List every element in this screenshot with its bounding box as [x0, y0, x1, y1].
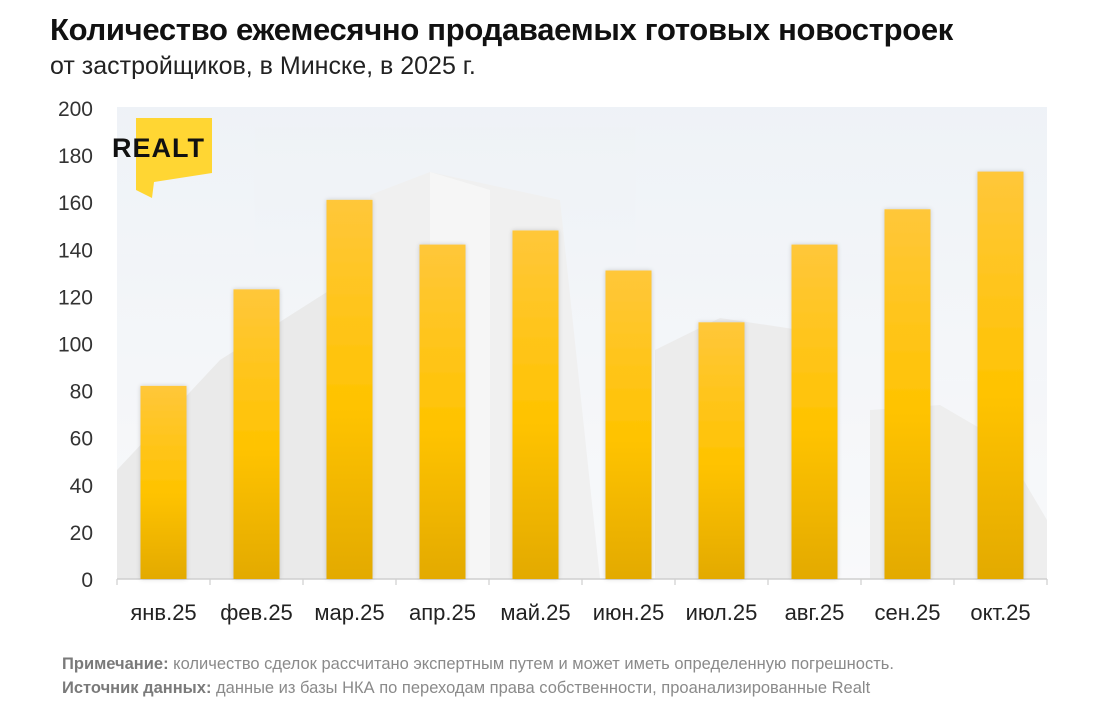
chart-title: Количество ежемесячно продаваемых готовы… — [50, 12, 954, 47]
y-tick-label: 20 — [70, 522, 93, 545]
bar — [140, 385, 187, 579]
x-tick-label: июн.25 — [593, 600, 665, 625]
bar — [977, 171, 1024, 579]
x-tick-label: окт.25 — [970, 600, 1030, 625]
chart-subtitle: от застройщиков, в Минске, в 2025 г. — [50, 52, 476, 80]
bar — [419, 244, 466, 579]
y-tick-label: 0 — [81, 569, 93, 592]
x-tick-label: янв.25 — [130, 600, 196, 625]
x-tick-label: май.25 — [500, 600, 570, 625]
y-tick-label: 180 — [58, 145, 93, 168]
y-tick-label: 80 — [70, 381, 93, 404]
x-tick-label: мар.25 — [314, 600, 384, 625]
bar — [326, 199, 373, 579]
bar — [233, 289, 280, 579]
y-tick-label: 200 — [58, 98, 93, 121]
y-tick-label: 100 — [58, 334, 93, 357]
source-label: Источник данных: — [62, 679, 212, 697]
note-text: количество сделок рассчитано экспертным … — [168, 655, 894, 673]
realt-logo — [136, 118, 212, 198]
y-tick-label: 40 — [70, 475, 93, 498]
y-tick-label: 160 — [58, 192, 93, 215]
chart-axes — [116, 578, 1048, 585]
x-tick-label: сен.25 — [875, 600, 941, 625]
note-line: Примечание: количество сделок рассчитано… — [62, 655, 894, 674]
x-tick-label: апр.25 — [409, 600, 476, 625]
bar — [605, 270, 652, 579]
x-tick-label: авг.25 — [785, 600, 845, 625]
y-tick-label: 120 — [58, 286, 93, 309]
y-tick-label: 140 — [58, 239, 93, 262]
bars-group — [140, 171, 1024, 579]
bar — [884, 209, 931, 579]
source-text: данные из базы НКА по переходам права со… — [211, 679, 871, 697]
bar — [698, 322, 745, 579]
labels-group: 0 20 40 60 80 100 120 140 160 180 200 янв.25 фев.25 м… — [58, 98, 1031, 625]
bar — [791, 244, 838, 579]
x-tick-label: июл.25 — [686, 600, 758, 625]
bar — [512, 230, 559, 579]
x-tick-label: фев.25 — [220, 600, 293, 625]
realt-logo-text: REALT — [112, 133, 205, 163]
y-tick-label: 60 — [70, 428, 93, 451]
note-label: Примечание: — [62, 655, 169, 673]
source-line: Источник данных: данные из базы НКА по п… — [62, 679, 870, 698]
